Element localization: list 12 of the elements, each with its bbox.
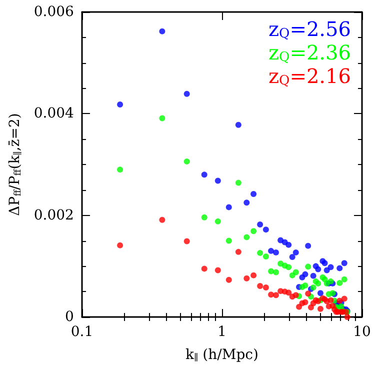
y-tick-label: 0.004 [34,106,74,122]
y-axis-title: ΔPff/Pff(k∥,z̄=2) [7,113,24,216]
y-tick-label: 0.002 [34,207,74,224]
y-tick-label: 0.006 [34,4,74,20]
text: zQ=2.16 [268,64,352,88]
x-tick-label: 1 [218,324,226,340]
text: zQ=2.36 [268,40,352,65]
text: zQ=2.56 [268,17,352,42]
x-tick-label: 10 [353,324,371,340]
x-tick-label: 0.1 [70,324,94,340]
x-axis-title: k∥ (h/Mpc) [186,347,258,364]
y-tick-label: 0 [65,309,74,325]
